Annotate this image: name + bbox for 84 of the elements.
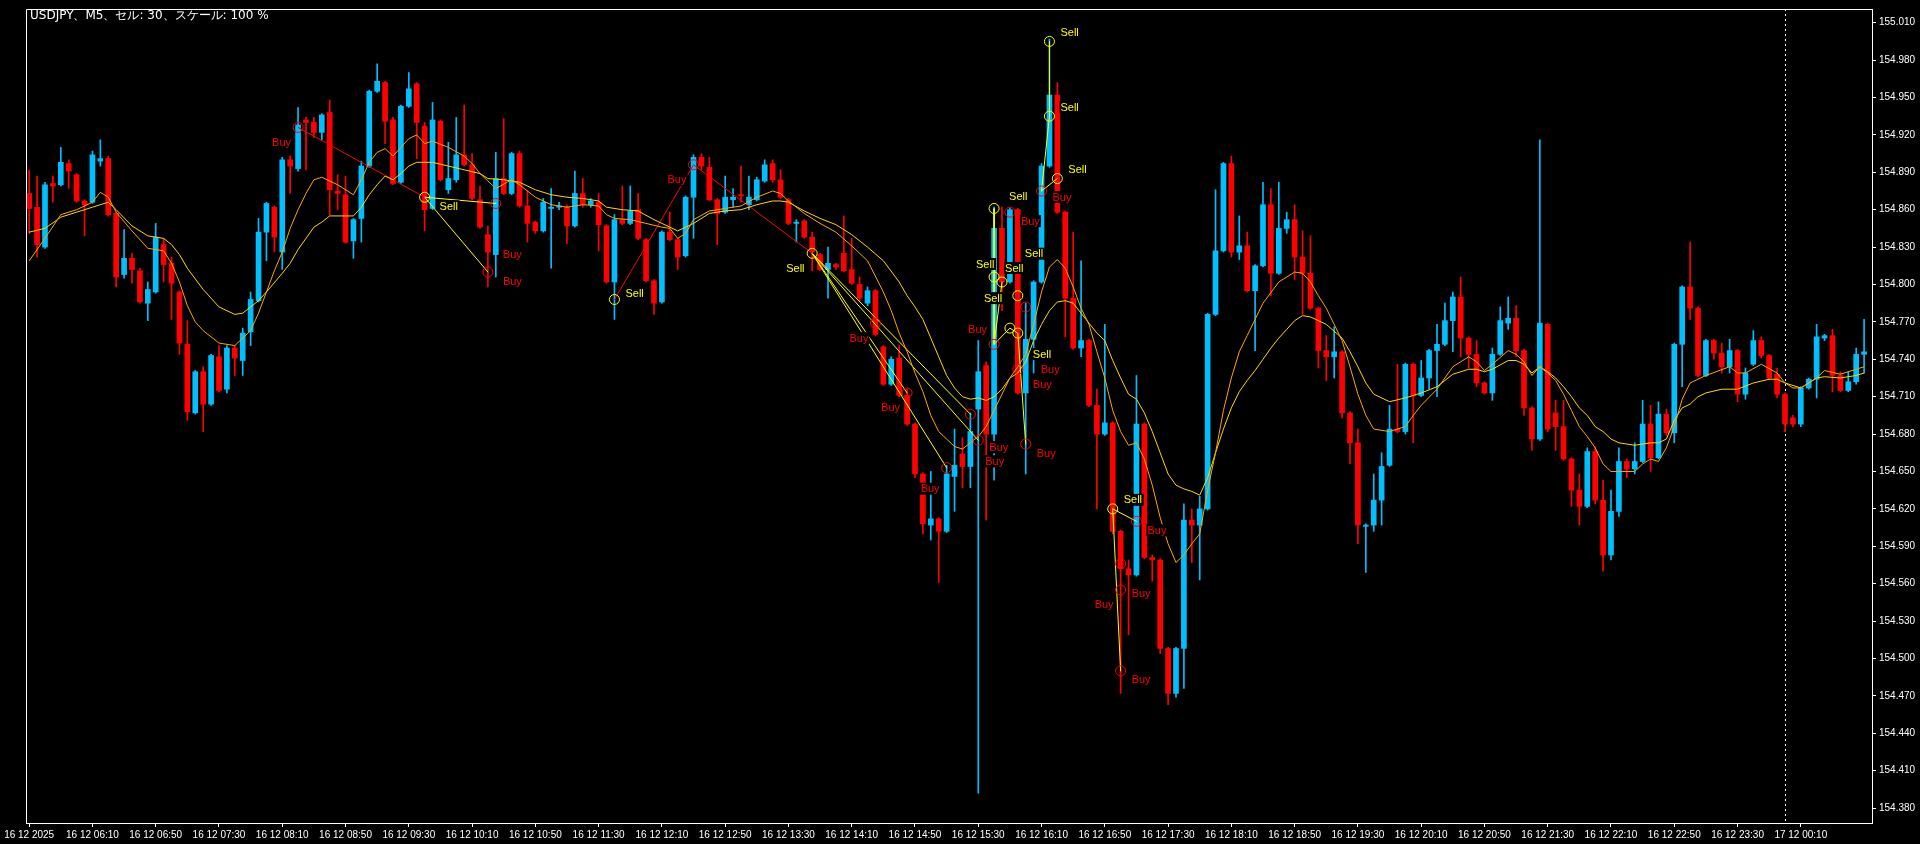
- text: Buy: [1131, 673, 1151, 686]
- text: Buy: [989, 440, 1009, 453]
- x-tick-label: 16 12 06:10: [66, 828, 120, 840]
- y-tick-label: 154.830: [1879, 240, 1916, 252]
- y-tick-label: 154.470: [1879, 689, 1916, 701]
- text: Buy: [881, 401, 901, 414]
- y-tick-label: 154.860: [1879, 203, 1916, 215]
- y-tick-label: 154.950: [1879, 91, 1916, 103]
- x-tick-label: 17 12 00:10: [1774, 828, 1828, 840]
- x-tick-label: 16 12 23:30: [1711, 828, 1765, 840]
- y-tick-label: 154.650: [1879, 465, 1916, 477]
- x-tick-label: 16 12 14:50: [888, 828, 942, 840]
- y-tick-label: 154.530: [1879, 614, 1916, 626]
- x-tick-label: 16 12 10:50: [508, 828, 563, 840]
- y-tick-label: 154.770: [1879, 315, 1916, 327]
- text: Buy: [920, 482, 940, 495]
- x-tick-label: 16 12 2025: [4, 828, 55, 840]
- text: Sell: [786, 261, 805, 274]
- y-tick-label: 154.920: [1879, 128, 1916, 140]
- x-tick-label: 16 12 20:50: [1458, 828, 1512, 840]
- y-tick-label: 154.410: [1879, 764, 1916, 776]
- x-tick-label: 16 12 15:30: [951, 828, 1006, 840]
- text: Buy: [985, 454, 1005, 467]
- y-tick-label: 154.800: [1879, 278, 1916, 290]
- x-tick-label: 16 12 22:50: [1647, 828, 1702, 840]
- text: Buy: [849, 331, 869, 344]
- y-tick-label: 154.440: [1879, 727, 1916, 738]
- text: Sell: [1024, 247, 1044, 260]
- y-tick-label: 154.590: [1879, 540, 1916, 552]
- y-tick-label: 154.500: [1879, 652, 1916, 664]
- chart-title: USDJPY、M5、セル: 30、スケール: 100 %: [30, 8, 269, 22]
- x-tick-label: 16 12 17:30: [1141, 828, 1195, 840]
- text: Sell: [1005, 261, 1024, 274]
- text: Buy: [1131, 587, 1151, 600]
- y-tick-label: 154.620: [1879, 502, 1916, 514]
- x-tick-label: 16 12 13:30: [762, 828, 816, 840]
- text: Sell: [1060, 25, 1079, 38]
- x-tick-label: 16 12 21:30: [1521, 828, 1575, 840]
- x-tick-label: 16 12 19:30: [1331, 828, 1385, 840]
- x-tick-label: 16 12 08:50: [319, 828, 373, 840]
- x-tick-label: 16 12 16:10: [1015, 828, 1069, 840]
- x-tick-label: 16 12 12:10: [635, 828, 689, 840]
- text: Buy: [1032, 377, 1052, 390]
- x-tick-label: 16 12 08:10: [255, 828, 310, 840]
- y-tick-label: 155.010: [1879, 16, 1916, 28]
- text: Sell: [1009, 189, 1028, 202]
- text: Buy: [968, 322, 988, 335]
- x-tick-label: 16 12 07:30: [192, 828, 246, 840]
- x-tick-label: 16 12 18:10: [1204, 828, 1259, 840]
- series-label: Sell: [975, 257, 995, 270]
- text: Sell: [1032, 347, 1052, 360]
- y-tick-label: 154.890: [1879, 166, 1916, 178]
- text: Buy: [1094, 598, 1114, 611]
- y-tick-label: 154.560: [1879, 577, 1916, 589]
- text: Sell: [1123, 493, 1143, 506]
- text: Sell: [983, 291, 1003, 304]
- text: Buy: [1040, 363, 1060, 376]
- x-tick-label: 16 12 10:10: [445, 828, 499, 840]
- text: Buy: [272, 135, 292, 148]
- x-tick-label: 16 12 11:30: [572, 828, 626, 840]
- series-label: Buy: [1052, 190, 1072, 203]
- text: Sell: [625, 286, 644, 299]
- x-tick-label: 16 12 18:50: [1268, 828, 1322, 840]
- text: Sell: [1068, 163, 1087, 176]
- y-tick-label: 154.980: [1879, 53, 1916, 65]
- text: Buy: [1020, 214, 1040, 227]
- text: Buy: [1147, 523, 1167, 536]
- x-tick-label: 16 12 20:10: [1394, 828, 1449, 840]
- y-tick-label: 154.680: [1879, 427, 1916, 439]
- x-tick-label: 16 12 09:30: [382, 828, 436, 840]
- text: Buy: [1036, 446, 1056, 459]
- text: Buy: [667, 173, 687, 186]
- x-tick-label: 16 12 06:50: [129, 828, 183, 840]
- y-tick-label: 154.740: [1879, 353, 1916, 365]
- y-tick-label: 154.380: [1879, 801, 1916, 813]
- text: Sell: [439, 199, 458, 212]
- text: Sell: [1060, 100, 1079, 113]
- x-tick-label: 16 12 14:10: [825, 828, 879, 840]
- x-tick-label: 16 12 22:10: [1584, 828, 1638, 840]
- text: Buy: [502, 247, 522, 260]
- x-tick-label: 16 12 12:50: [698, 828, 753, 840]
- x-tick-label: 16 12 16:50: [1078, 828, 1132, 840]
- text: Buy: [502, 274, 522, 287]
- y-tick-label: 154.710: [1879, 390, 1916, 402]
